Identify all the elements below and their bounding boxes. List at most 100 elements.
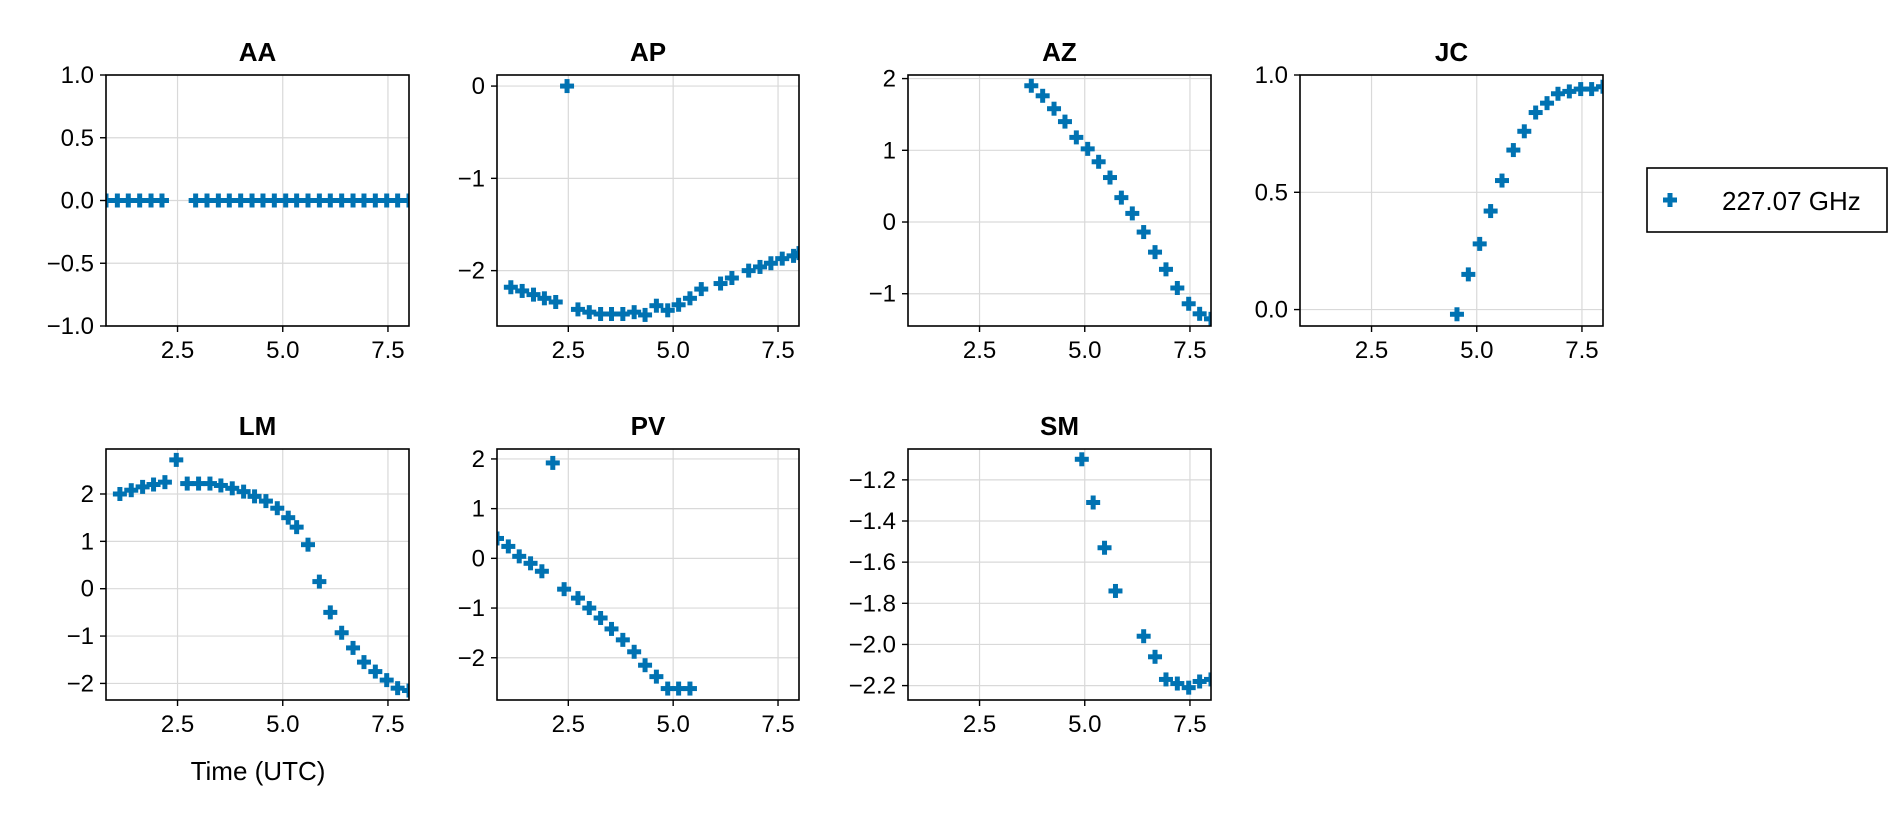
x-tick-label: 2.5 <box>552 711 585 738</box>
data-point <box>1192 674 1207 689</box>
data-series <box>1024 78 1211 326</box>
data-point <box>233 193 248 208</box>
data-point <box>741 263 756 278</box>
data-point <box>368 193 383 208</box>
data-point <box>534 564 549 579</box>
data-point <box>1158 262 1173 277</box>
data-point <box>1080 141 1095 156</box>
panel-jc: JC 2.5 5.0 7.5 0.0 0.5 1.0 <box>1255 37 1604 364</box>
data-point <box>694 282 709 297</box>
data-point <box>356 655 371 670</box>
data-point <box>112 486 127 501</box>
data-point <box>660 681 675 696</box>
x-tick-label: 5.0 <box>266 711 299 738</box>
y-tick-label: 0 <box>472 73 485 100</box>
data-point <box>671 681 686 696</box>
panel-title: AP <box>630 37 666 67</box>
data-point <box>1472 236 1487 251</box>
data-point <box>537 291 552 306</box>
data-point <box>604 621 619 636</box>
gridlines <box>497 75 799 326</box>
data-point <box>289 520 304 535</box>
data-point <box>1181 680 1196 695</box>
data-point <box>1114 190 1129 205</box>
data-point <box>346 640 361 655</box>
y-tick-label: 0.0 <box>1255 297 1288 324</box>
x-tick-label: 2.5 <box>963 337 996 364</box>
data-point <box>245 193 260 208</box>
data-point <box>1024 78 1039 93</box>
data-point <box>1461 267 1476 282</box>
data-point <box>132 193 147 208</box>
data-point <box>144 193 159 208</box>
data-point <box>1103 170 1117 185</box>
gridlines <box>908 75 1211 326</box>
panel-title: AZ <box>1042 37 1077 67</box>
y-tick-label: −1.2 <box>849 467 896 494</box>
data-point <box>1449 307 1464 322</box>
data-point <box>786 248 799 263</box>
data-point <box>1148 649 1163 664</box>
y-tick-label: −1 <box>869 281 896 308</box>
data-point <box>649 669 664 684</box>
data-point <box>682 291 697 306</box>
y-tick-label: −2 <box>458 645 485 672</box>
data-point <box>121 193 136 208</box>
data-point <box>1158 672 1173 687</box>
data-point <box>638 307 653 322</box>
data-point <box>1495 173 1509 188</box>
plot-frame <box>907 74 1212 327</box>
data-point <box>604 307 619 322</box>
y-tick-label: 1 <box>883 137 896 164</box>
x-tick-label: 7.5 <box>761 711 794 738</box>
data-point <box>180 476 195 491</box>
data-point <box>724 271 739 286</box>
data-point <box>593 610 608 625</box>
data-point <box>110 193 125 208</box>
legend-marker-icon <box>1663 193 1677 207</box>
gridlines <box>908 449 1211 700</box>
y-tick-label: 1.0 <box>1255 62 1288 89</box>
data-point <box>124 483 139 498</box>
data-point <box>379 673 394 688</box>
y-tick-label: −0.5 <box>47 250 94 277</box>
data-point <box>312 193 327 208</box>
data-series <box>497 455 697 696</box>
y-tick-label: 2 <box>472 446 485 473</box>
data-point <box>222 193 237 208</box>
y-tick-label: −2 <box>458 258 485 285</box>
data-point <box>1148 245 1163 260</box>
data-point <box>169 452 184 467</box>
y-tick-label: 0.5 <box>61 125 94 152</box>
data-point <box>682 681 697 696</box>
data-point <box>503 280 518 295</box>
panel-title: JC <box>1435 37 1468 67</box>
data-point <box>570 302 585 317</box>
data-series <box>1074 452 1211 695</box>
data-point <box>560 79 575 94</box>
data-point <box>379 193 394 208</box>
data-point <box>713 276 728 291</box>
data-point <box>1069 130 1084 145</box>
data-point <box>627 305 642 320</box>
data-point <box>1483 204 1498 219</box>
data-point <box>188 193 203 208</box>
data-point <box>1540 96 1555 111</box>
legend-marker <box>1663 193 1677 207</box>
panel-title: SM <box>1040 411 1079 441</box>
data-point <box>356 193 371 208</box>
data-point <box>512 549 527 564</box>
data-point <box>1057 114 1072 129</box>
legend-box <box>1646 167 1888 233</box>
data-point <box>1035 88 1050 103</box>
data-point <box>671 297 686 312</box>
data-point <box>523 556 538 571</box>
plot-frame <box>496 74 800 327</box>
y-tick-label: 1 <box>81 528 94 555</box>
x-tick-label: 5.0 <box>1460 337 1493 364</box>
y-tick-label: −2.2 <box>849 673 896 700</box>
data-point <box>213 478 228 493</box>
x-tick-label: 7.5 <box>761 337 794 364</box>
data-point <box>570 591 585 606</box>
